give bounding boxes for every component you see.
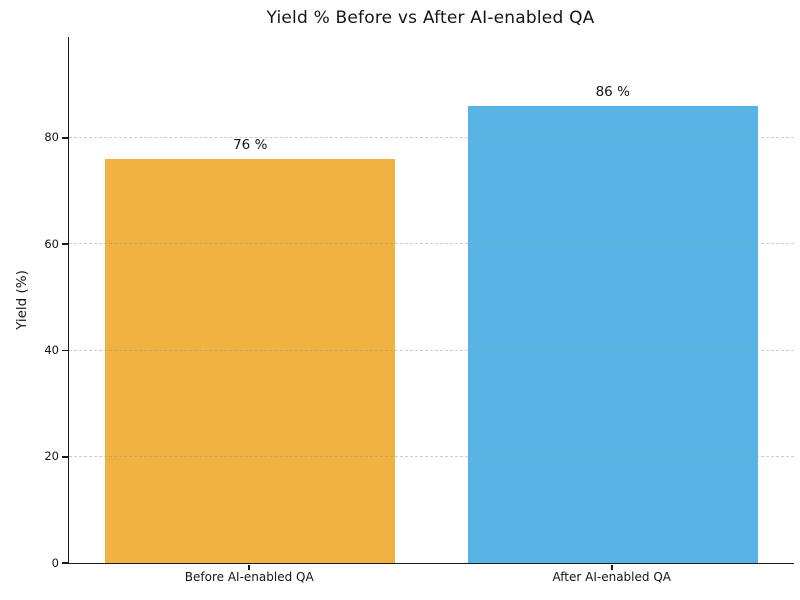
y-tick-label: 60	[44, 236, 59, 251]
y-tick-label: 0	[51, 555, 59, 570]
chart-title: Yield % Before vs After AI-enabled QA	[266, 8, 595, 28]
gridline-y-20	[69, 455, 794, 457]
y-tick-mark	[62, 349, 68, 352]
y-tick-mark	[62, 137, 68, 139]
bar-after	[467, 106, 758, 563]
y-axis-label: Yield (%)	[14, 270, 30, 330]
y-tick-label: 20	[44, 449, 59, 464]
y-tick-mark	[62, 455, 68, 458]
bar-value-label: 86 %	[595, 84, 630, 101]
x-tick-label-1: After AI-enabled QA	[552, 570, 671, 584]
gridline-y-60	[69, 243, 794, 245]
y-tick-label: 80	[44, 130, 59, 145]
plot-area: 76 % 86 %	[68, 37, 794, 564]
x-tick-mark	[610, 564, 613, 570]
gridline-y-80	[69, 137, 794, 139]
x-tick-mark	[248, 564, 251, 570]
bar-before	[105, 159, 396, 563]
y-tick-mark	[62, 562, 68, 564]
y-tick-label: 40	[44, 342, 59, 357]
bar-value-label: 76 %	[233, 137, 268, 154]
x-tick-label-0: Before AI-enabled QA	[184, 570, 314, 584]
gridline-y-40	[69, 349, 794, 351]
y-tick-mark	[62, 243, 68, 245]
